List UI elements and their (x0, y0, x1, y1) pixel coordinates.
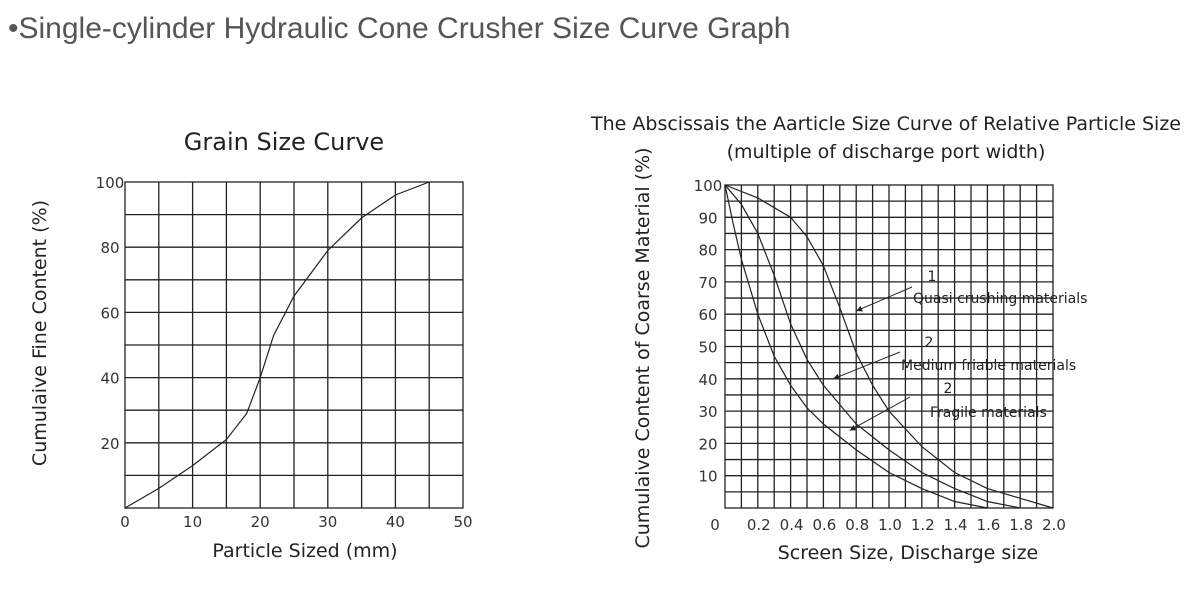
chart1-series (124, 181, 430, 509)
chart2-y-tick-label: 20 (698, 435, 717, 453)
annotation-label: Medium friable materials (901, 358, 1076, 374)
grain-size-chart: Grain Size Curve 0 10 20 30 40 50 20 40 60 80 100… (29, 128, 473, 562)
chart2-y-tick-label: 10 (698, 468, 717, 486)
chart2-x-axis-label: Screen Size, Discharge size (778, 542, 1039, 564)
chart1-x-tick-label: 20 (251, 513, 270, 531)
chart2-y-tick-label: 80 (698, 242, 717, 260)
chart2-x-tick-label: 0.8 (845, 516, 869, 534)
chart1-x-ticks: 0 10 20 30 40 50 (120, 513, 472, 531)
chart2-y-tick-label: 40 (698, 371, 717, 389)
chart1-y-tick-label: 60 (100, 304, 119, 322)
annotation-number: 1 (928, 269, 937, 285)
annotation-label: Quasi crushing materials (913, 291, 1087, 307)
chart2-y-tick-label: 50 (698, 339, 717, 357)
annotation-arrow (856, 286, 913, 312)
annotation-label: Fragile materials (930, 405, 1047, 421)
chart2-x-tick-label: 0.6 (812, 516, 836, 534)
chart1-x-tick-label: 50 (453, 513, 472, 531)
chart1-x-axis-label: Particle Sized (mm) (212, 540, 397, 562)
chart1-y-tick-label: 80 (100, 239, 119, 257)
chart2-series (724, 184, 1054, 509)
annotation-number: 2 (925, 335, 934, 351)
annotation-arrow (849, 396, 911, 431)
chart1-grid (124, 181, 464, 509)
annotation-arrow (833, 351, 901, 380)
chart2-x-tick-label: 1.8 (1009, 516, 1033, 534)
chart2-y-tick-label: 30 (698, 403, 717, 421)
chart2-y-tick-label: 70 (698, 274, 717, 292)
chart1-x-tick-label: 0 (120, 513, 130, 531)
relative-particle-size-chart: The Abscissais the Aarticle Size Curve o… (590, 113, 1181, 564)
chart2-series-line-1 (724, 184, 1054, 509)
chart2-x-tick-label: 0.2 (747, 516, 771, 534)
chart1-x-tick-label: 10 (183, 513, 202, 531)
chart2-y-tick-label: 60 (698, 306, 717, 324)
chart2-annotations: 1 Quasi crushing materials 2 Medium friable… (833, 269, 1087, 431)
chart2-x-tick-label: 1.0 (878, 516, 902, 534)
chart2-y-tick-label: 90 (698, 209, 717, 227)
chart2-x-tick-label: 1.2 (911, 516, 935, 534)
chart2-x-tick-label: 1.4 (944, 516, 968, 534)
chart2-y-ticks: 10 20 30 40 50 60 70 80 90 100 (694, 177, 723, 486)
chart1-y-axis-label: Cumulaive Fine Content (%) (29, 200, 51, 466)
page-title: •Single-cylinder Hydraulic Cone Crusher … (8, 12, 791, 45)
annotation-number: 2 (944, 381, 953, 397)
chart1-y-tick-label: 100 (96, 174, 125, 192)
chart1-y-ticks: 20 40 60 80 100 (96, 174, 125, 453)
chart1-series-line (124, 181, 430, 509)
chart2-series-line-3 (724, 184, 988, 509)
chart2-y-axis-label: Cumulaive Content of Coarse Material (%) (632, 147, 654, 548)
chart2-x-tick-label: 0.4 (780, 516, 804, 534)
chart2-x-tick-label: 2.0 (1042, 516, 1066, 534)
chart2-series-line-2 (724, 184, 1021, 509)
chart2-grid (724, 184, 1054, 509)
chart1-title: Grain Size Curve (184, 128, 384, 156)
chart1-y-tick-label: 40 (100, 370, 119, 388)
chart1-x-tick-label: 30 (318, 513, 337, 531)
chart2-title: The Abscissais the Aarticle Size Curve o… (590, 113, 1181, 135)
chart1-x-tick-label: 40 (386, 513, 405, 531)
chart2-y-tick-label: 100 (694, 177, 723, 195)
chart1-y-tick-label: 20 (100, 435, 119, 453)
chart2-x-tick-label: 1.6 (976, 516, 1000, 534)
chart2-subtitle: (multiple of discharge port width) (727, 141, 1046, 163)
chart2-x-tick-label: 0 (710, 516, 720, 534)
chart2-x-ticks: 0 0.2 0.4 0.6 0.8 1.0 1.2 1.4 1.6 1.8 2.0 (710, 516, 1066, 534)
